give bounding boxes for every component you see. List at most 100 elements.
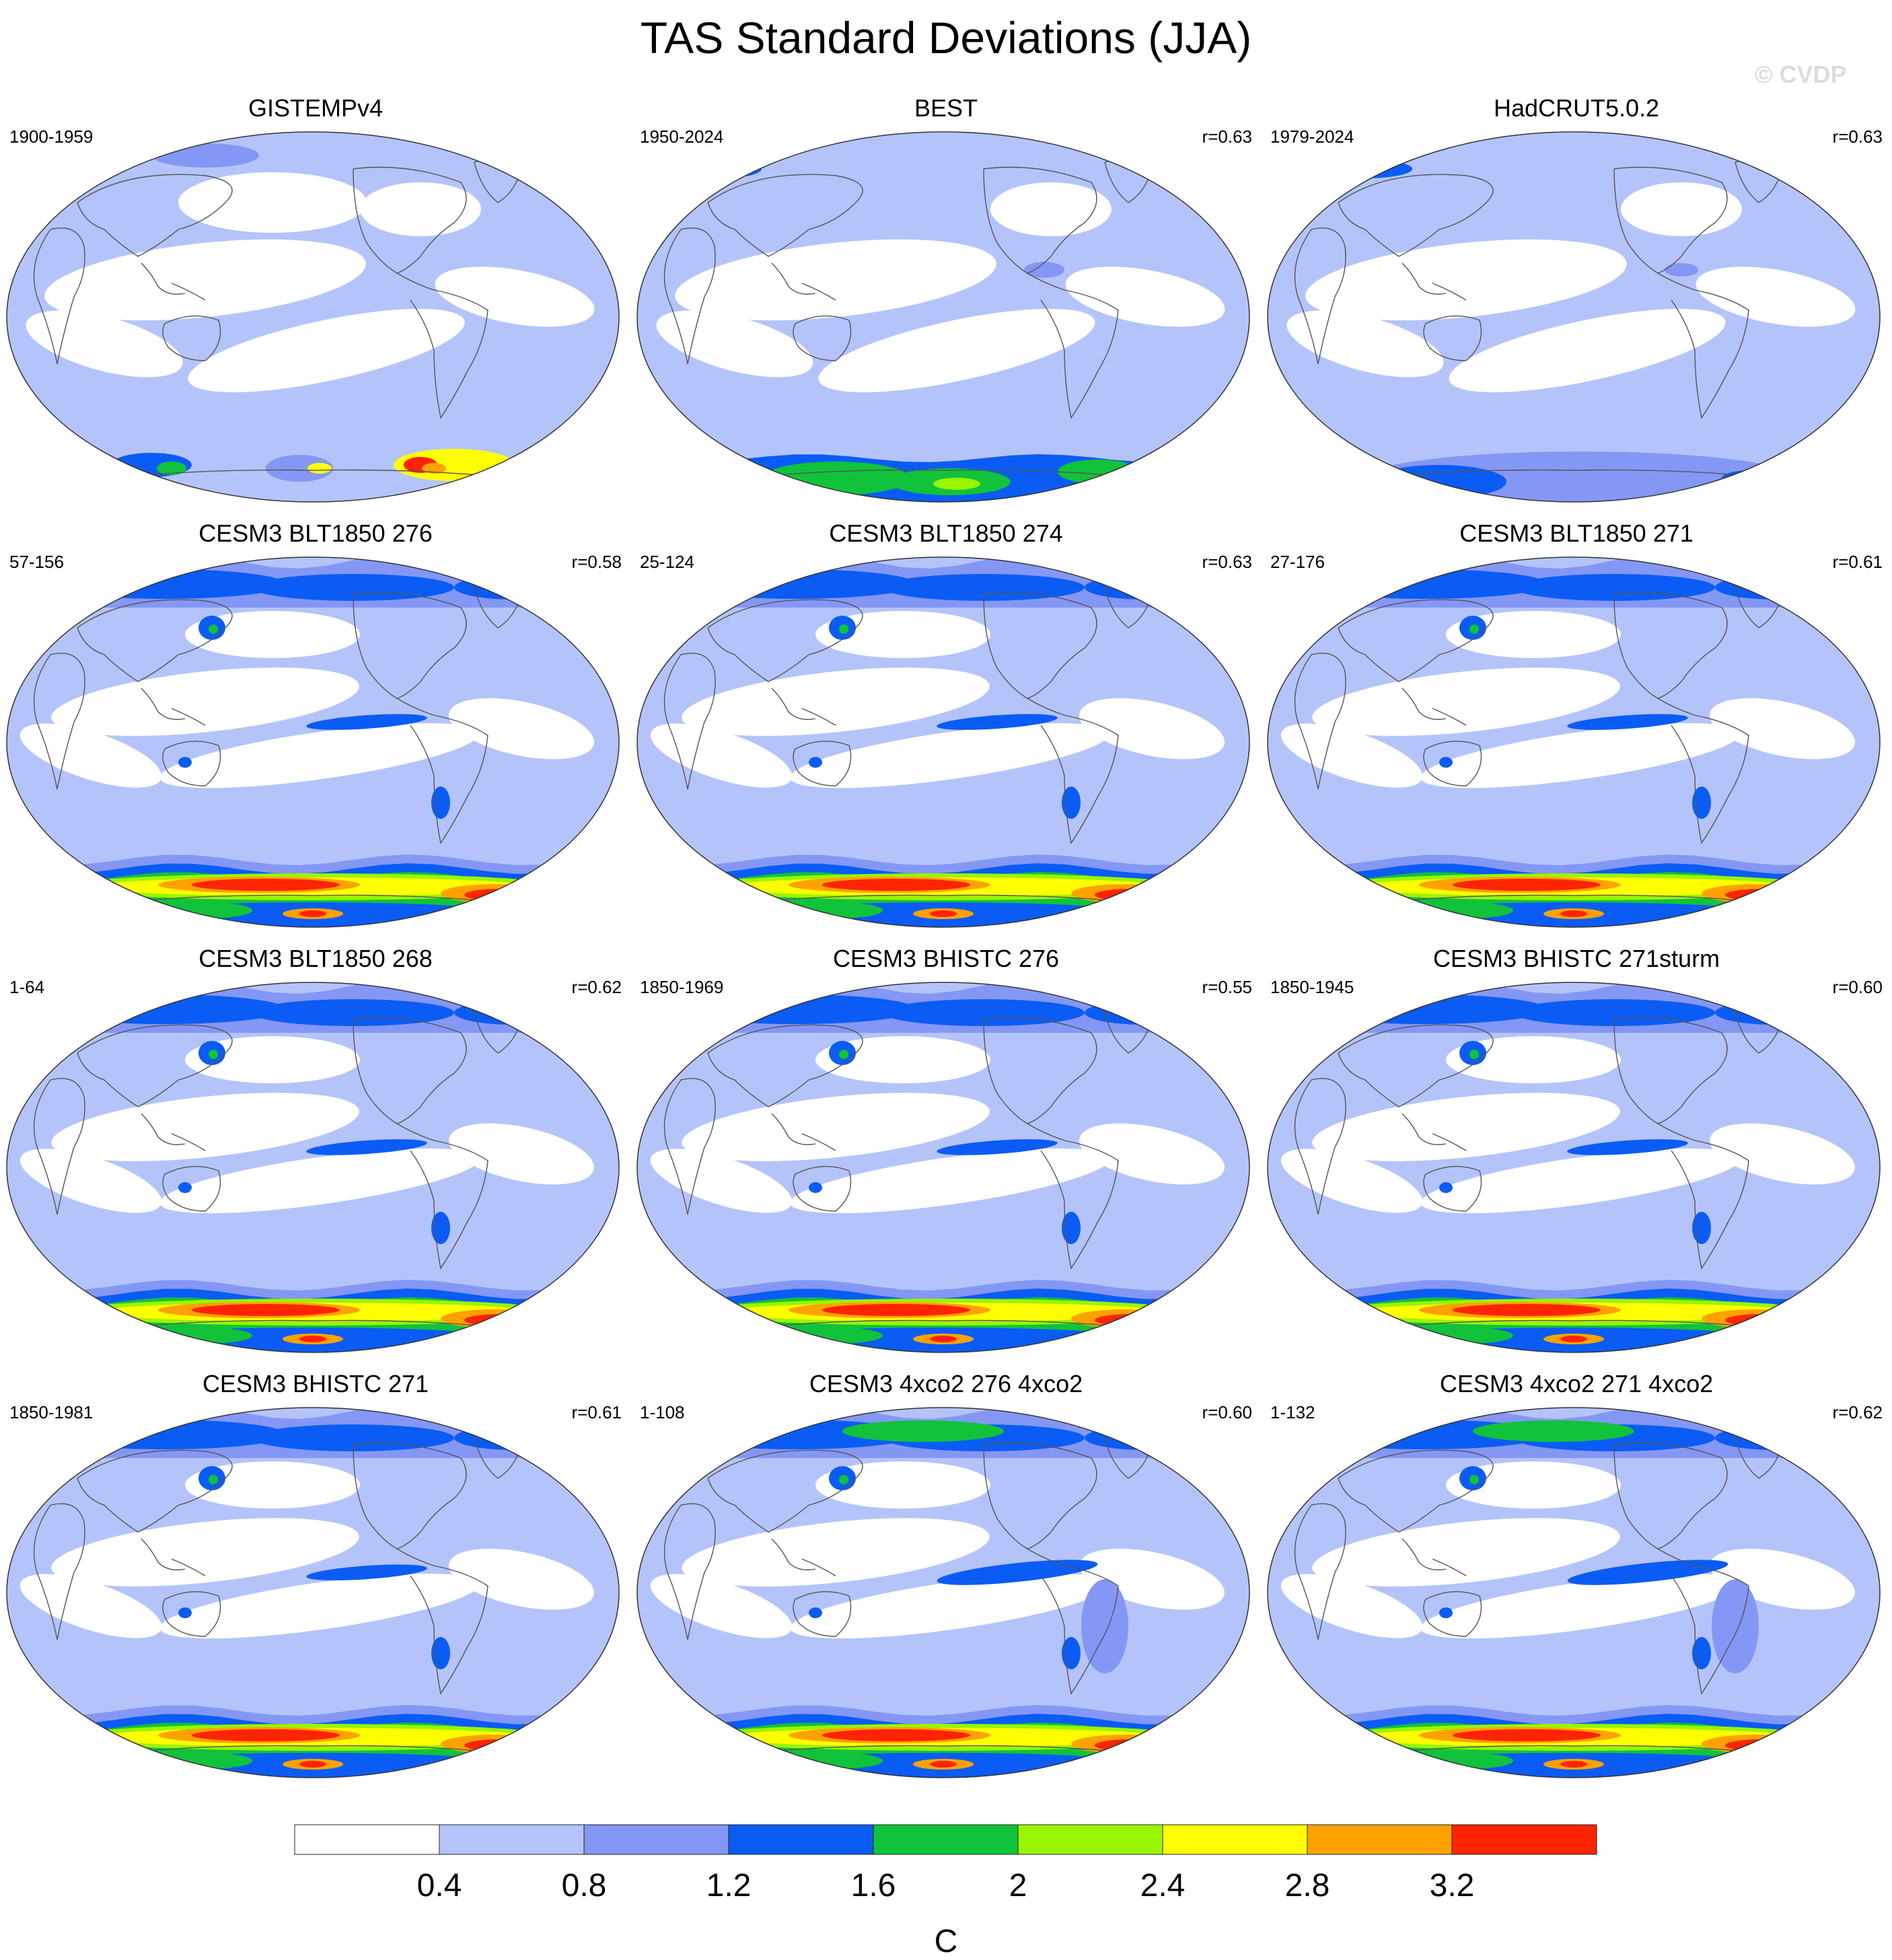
std-level-below-0.4: [1079, 1123, 1225, 1185]
std-level-above-3.2: [299, 1336, 326, 1342]
panel-period: 25-124: [640, 552, 694, 572]
robinson-map: [1267, 556, 1881, 928]
coastline: [353, 1442, 467, 1550]
coastline: [110, 1319, 515, 1330]
coastline: [1657, 1123, 1749, 1270]
panel-pattern-correlation: r=0.58: [571, 552, 622, 572]
std-level-2.8-3.2: [1071, 884, 1179, 903]
std-level-below-0.4: [815, 1036, 990, 1083]
panel-title: CESM3 4xco2 271 4xco2: [1439, 1370, 1714, 1398]
panel-title: CESM3 BHISTC 271sturm: [1432, 945, 1720, 972]
std-level-below-0.4: [449, 1123, 594, 1185]
std-level-below-0.4: [44, 239, 366, 321]
std-level-above-3.2: [822, 1304, 970, 1316]
std-level-below-0.4: [1710, 698, 1855, 760]
coastline: [162, 740, 221, 787]
coastline: [396, 698, 488, 844]
coastline: [110, 469, 515, 479]
map-field: [7, 982, 619, 1352]
std-level-1.2-1.6: [937, 714, 1058, 730]
map-outline: [6, 131, 620, 503]
coastline: [1371, 894, 1776, 904]
std-level-0.8-1.2: [1712, 1579, 1759, 1673]
map-panel: GISTEMPv4 1900-1959: [0, 94, 631, 522]
colorbar-swatch: [294, 1824, 440, 1855]
coastline: [1423, 1165, 1482, 1212]
coastline: [741, 469, 1146, 479]
map-outline: [6, 556, 620, 928]
std-level-1.2-1.6: [306, 1139, 427, 1155]
colorbar-tick-label: 3.2: [1430, 1868, 1475, 1903]
std-level-1.2-1.6: [1439, 1182, 1453, 1193]
map-outline: [636, 1407, 1250, 1778]
panel-period: 57-156: [9, 552, 64, 572]
panel-pattern-correlation: r=0.63: [1202, 552, 1252, 572]
map-outline: [6, 1407, 620, 1778]
std-level-1.6-2: [1419, 1328, 1513, 1344]
std-level-1.2-1.6: [1567, 1560, 1729, 1585]
panel-pattern-correlation: r=0.61: [1832, 552, 1883, 572]
robinson-map: [636, 1407, 1250, 1778]
std-level-1.2-1.6: [809, 757, 822, 768]
coastline: [771, 688, 836, 726]
coastline: [983, 166, 1097, 274]
coastline: [162, 1165, 221, 1212]
std-level-1.2-1.6: [1085, 1426, 1206, 1450]
coastline: [141, 262, 206, 301]
coastline: [77, 599, 233, 682]
coastline: [983, 1017, 1097, 1124]
std-level-below-0.4: [1446, 1461, 1621, 1509]
std-level-0.8-1.2: [1081, 1579, 1128, 1673]
coastline: [110, 1745, 515, 1755]
coastline: [1294, 1078, 1346, 1215]
std-level-above-3.2: [1453, 879, 1601, 891]
coastline: [141, 688, 206, 726]
std-level-above-3.2: [192, 1729, 340, 1741]
std-level-below-0.4: [650, 1149, 793, 1213]
std-level-below-0.4: [790, 1148, 1110, 1214]
std-level-0.8-1.2: [1665, 263, 1698, 277]
std-level-1.2-1.6: [454, 575, 575, 600]
coastline: [1613, 591, 1728, 699]
std-level-below-0.4: [682, 667, 990, 736]
robinson-map: [1267, 131, 1881, 503]
std-level-1.2-1.6: [44, 1420, 286, 1449]
std-level-1.2-1.6: [809, 1182, 822, 1193]
panel-title: CESM3 BLT1850 271: [1459, 519, 1694, 547]
map-field: [7, 132, 619, 502]
std-level-below-0.4: [815, 611, 990, 658]
colorbar-swatch: [728, 1824, 874, 1855]
std-level-1.2-1.6: [178, 757, 192, 768]
std-level-1.6-2: [839, 624, 848, 634]
std-level-1.2-1.6: [1439, 757, 1453, 768]
coastline: [1338, 1449, 1494, 1533]
std-level-1.6-2: [209, 624, 218, 634]
coastline: [33, 653, 85, 790]
std-level-below-0.4: [435, 266, 595, 327]
std-level-below-0.4: [818, 309, 1095, 392]
std-level-1.6-2: [158, 1753, 252, 1769]
panel-pattern-correlation: r=0.60: [1202, 1402, 1252, 1422]
coastline: [33, 1078, 85, 1215]
std-level-below-0.4: [51, 1093, 359, 1161]
panel-period: 1850-1969: [640, 977, 724, 997]
std-level-below-0.4: [449, 1548, 594, 1610]
std-level-2.8-3.2: [1702, 884, 1809, 903]
panel-period: 27-176: [1270, 552, 1325, 572]
std-level-2.8-3.2: [1702, 1309, 1809, 1328]
colorbar-swatch: [1162, 1824, 1308, 1855]
std-level-below-0.4: [1312, 1093, 1620, 1161]
std-level-below-0.4: [682, 1093, 990, 1161]
coastline: [1294, 1503, 1346, 1640]
coastline: [33, 1503, 85, 1640]
panel-title: CESM3 BHISTC 271: [202, 1370, 429, 1398]
std-level-1.6-2: [1469, 1050, 1479, 1059]
std-level-above-3.2: [1560, 1336, 1587, 1342]
map-panel: CESM3 BLT1850 271 27-176 r=0.61: [1261, 519, 1892, 947]
std-level-above-3.2: [299, 1761, 326, 1768]
coastline: [771, 1538, 836, 1576]
coastline: [1423, 1591, 1482, 1637]
std-level-above-3.2: [1560, 910, 1587, 917]
std-level-1.2-1.6: [1439, 1607, 1453, 1618]
coastline: [1613, 166, 1728, 274]
